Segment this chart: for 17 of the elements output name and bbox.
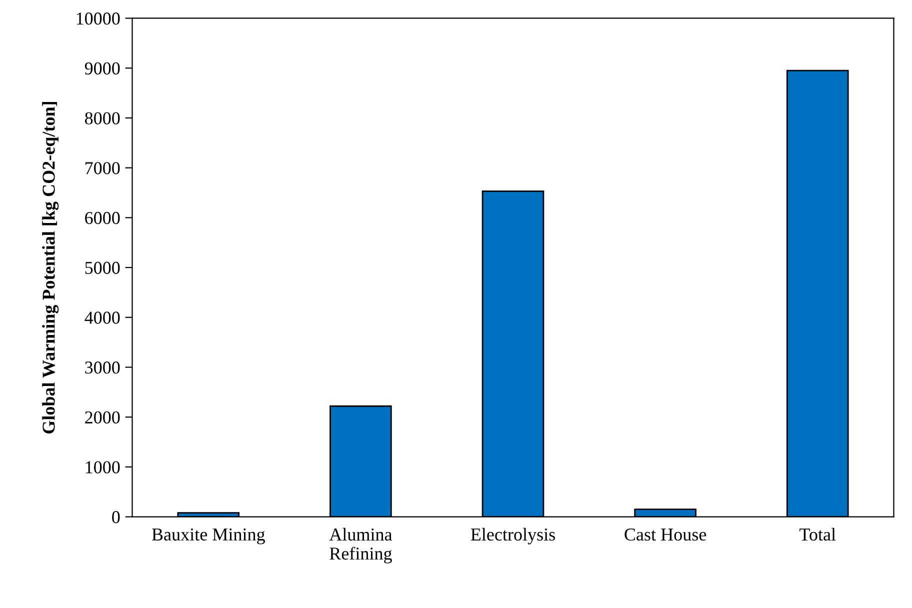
y-tick-label: 1000 — [86, 461, 120, 474]
x-tick-label: Bauxite Mining — [152, 528, 265, 544]
y-tick-label: 10000 — [76, 12, 120, 25]
y-tick-label: 8000 — [85, 112, 120, 124]
y-tick-label: 9000 — [84, 62, 120, 75]
y-tick-label: 0 — [112, 511, 120, 524]
x-tick-label: Electrolysis — [470, 528, 555, 544]
x-tick-label: Total — [800, 528, 836, 541]
y-tick-label: 3000 — [85, 361, 120, 374]
y-tick-label: 7000 — [86, 162, 120, 174]
y-tick-label: 6000 — [85, 212, 120, 224]
y-tick-label: 2000 — [85, 411, 120, 424]
x-tick-label: Alumina Refining — [329, 528, 392, 564]
y-axis-title: Global Warming Potential [kg CO2-eq/ton] — [42, 102, 59, 434]
y-tick-label: 5000 — [85, 262, 120, 274]
x-tick-label: Cast House — [624, 528, 706, 541]
y-tick-label: 4000 — [84, 312, 120, 324]
